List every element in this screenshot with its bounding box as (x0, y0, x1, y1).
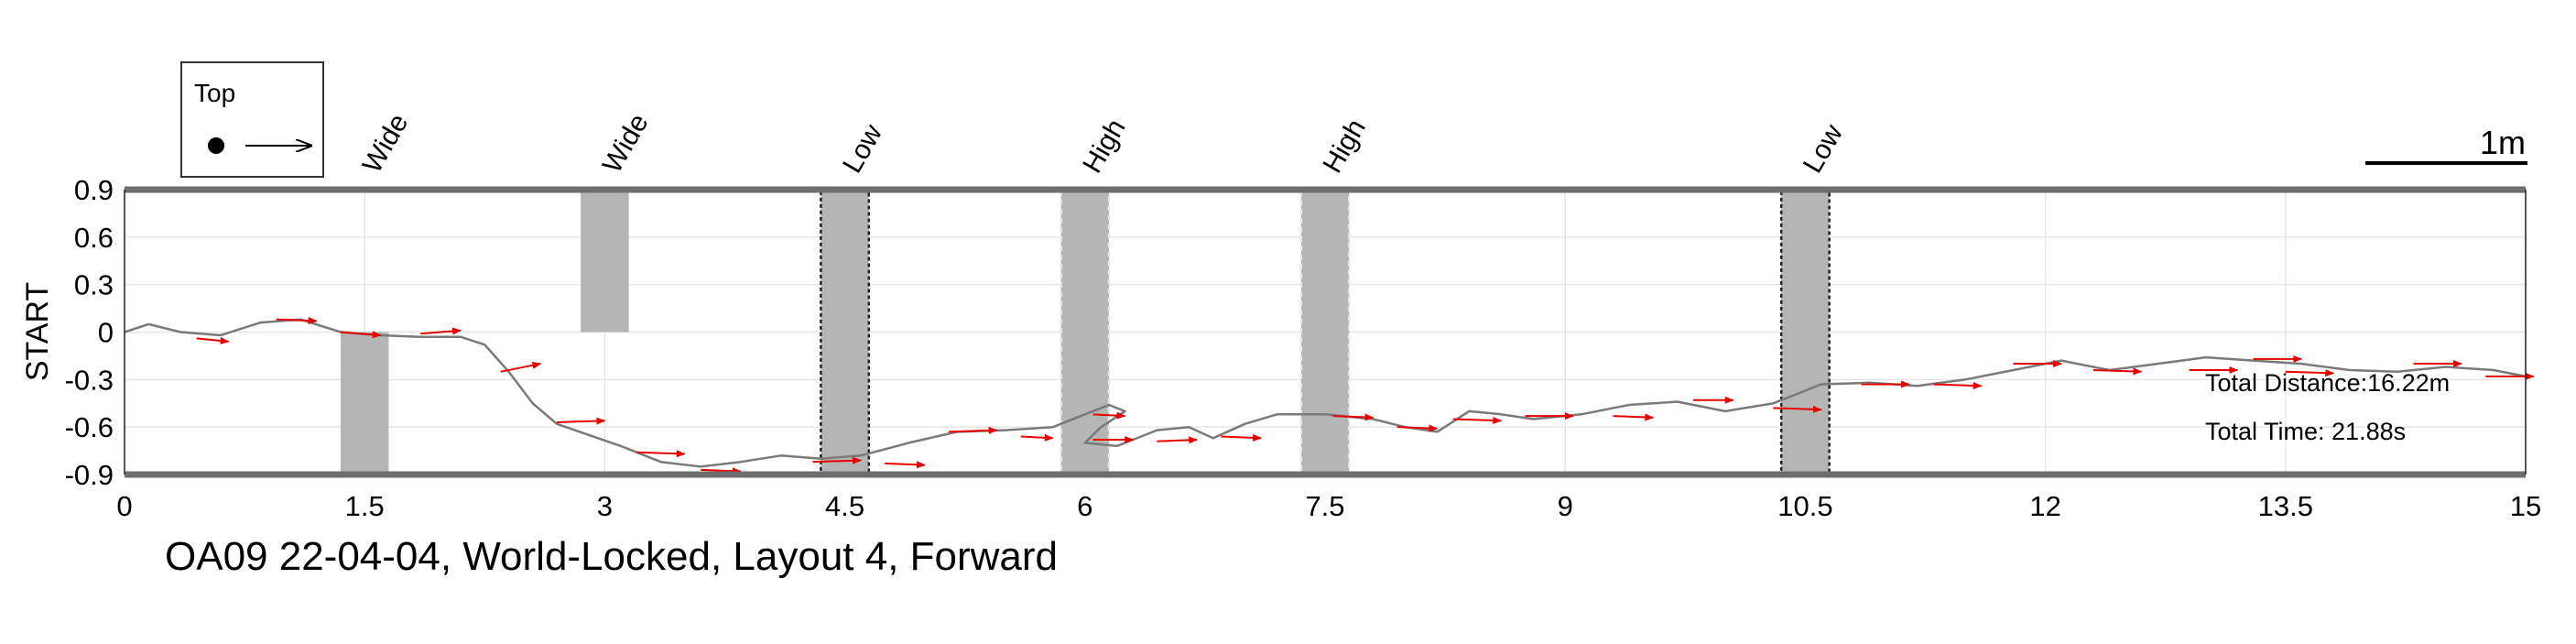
y-tick-label: 0.9 (74, 174, 114, 206)
legend: Top (180, 61, 324, 178)
obstacle-wide (340, 332, 389, 475)
scale-bar-label: 1m (2480, 124, 2526, 161)
obstacle-high (1060, 188, 1111, 476)
heading-arrow (1613, 413, 1655, 421)
heading-arrow (1933, 381, 1983, 389)
obstacle-label: High (1317, 115, 1371, 179)
obstacle-label: High (1077, 115, 1131, 179)
heading-arrow (949, 426, 998, 434)
trajectory-line (124, 318, 2527, 468)
obstacle-wide (581, 190, 629, 333)
obstacle-low (820, 188, 871, 476)
obstacle-label: Low (1798, 119, 1849, 178)
x-tick-label: 13.5 (2258, 490, 2313, 522)
heading-arrow (500, 361, 542, 373)
obstacle-label: Wide (357, 109, 415, 179)
total-time: Total Time: 21.88s (2205, 418, 2406, 445)
heading-arrow (556, 417, 606, 425)
heading-arrow (1332, 413, 1375, 421)
x-tick-label: 6 (1077, 490, 1092, 522)
tick-labels: 0 1.5 3 4.5 6 7.5 9 10.5 12 13.5 15 0.9 0.6 0.3 0 -0.3 -… (65, 174, 2542, 522)
legend-box (180, 61, 324, 178)
y-tick-label: 0 (98, 317, 114, 349)
y-tick-label: -0.3 (65, 364, 114, 396)
x-tick-label: 3 (597, 490, 613, 522)
x-tick-label: 1.5 (345, 490, 385, 522)
obstacle-label: Low (837, 119, 888, 178)
heading-arrow (812, 456, 863, 464)
x-tick-label: 9 (1558, 490, 1573, 522)
heading-arrow (1020, 433, 1054, 442)
heading-arrow (1773, 405, 1822, 413)
obstacles (340, 188, 1831, 476)
chart-title: OA09 22-04-04, World-Locked, Layout 4, F… (165, 534, 1058, 579)
scale-bar: 1m (2365, 124, 2527, 165)
x-tick-label: 4.5 (825, 490, 864, 522)
y-tick-label: -0.6 (65, 411, 114, 443)
y-axis-label: START (20, 282, 55, 381)
obstacle-label: Wide (597, 109, 655, 179)
x-tick-label: 12 (2029, 490, 2060, 522)
obstacle-low (1779, 188, 1831, 476)
heading-arrows (196, 317, 2535, 475)
obstacle-labels: Wide Wide Low High High Low (357, 109, 1849, 179)
heading-arrow (1452, 416, 1503, 424)
legend-dot-icon (208, 137, 224, 154)
x-tick-label: 10.5 (1777, 490, 1832, 522)
heading-arrow (2285, 369, 2335, 377)
heading-arrow (1397, 424, 1439, 432)
y-tick-label: -0.9 (65, 459, 114, 491)
heading-arrow (2093, 367, 2143, 376)
heading-arrow (196, 337, 230, 344)
heading-arrow (1092, 411, 1126, 420)
plot-frame (124, 186, 2527, 478)
heading-arrow (420, 327, 462, 335)
heading-arrow (885, 461, 926, 469)
trajectory (124, 318, 2527, 468)
y-tick-label: 0.3 (74, 269, 114, 301)
heading-arrow (340, 331, 382, 339)
heading-arrow (636, 450, 686, 458)
obstacle-high (1299, 188, 1351, 476)
x-tick-label: 0 (116, 490, 132, 522)
heading-arrow (1157, 436, 1199, 444)
heading-arrow (1221, 433, 1263, 442)
x-tick-label: 15 (2510, 490, 2541, 522)
heading-arrow (277, 317, 318, 325)
legend-label: Top (194, 79, 235, 107)
x-tick-label: 7.5 (1305, 490, 1344, 522)
y-tick-label: 0.6 (74, 222, 114, 254)
heading-arrow (701, 467, 742, 475)
total-distance: Total Distance:16.22m (2205, 369, 2450, 397)
